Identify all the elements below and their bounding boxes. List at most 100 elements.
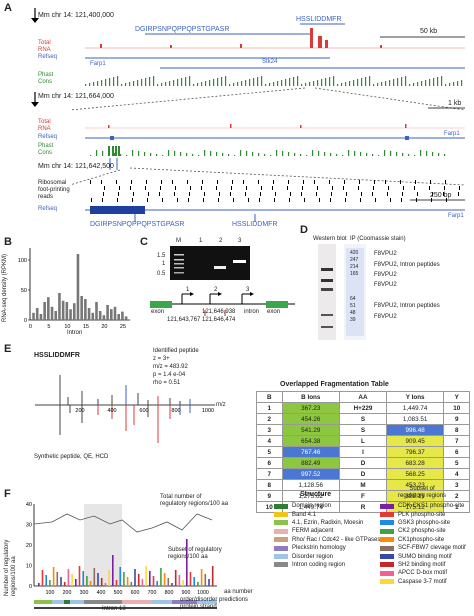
phast-track-2 [90,146,446,156]
frag-table-cell: 6 [256,457,283,469]
legend-swatch [274,528,288,534]
frag-table-row: 3 541.29 S 996.48 8 [256,424,470,436]
frag-table-row: 7 997.52 D 568.25 4 [256,468,470,480]
subset-bar [193,577,195,586]
legend-item: Caspase 3-7 motif [380,578,466,586]
subset-bar [163,573,166,586]
subset-bar [45,575,47,586]
f-xtick: 500 [114,590,123,596]
gene-farp1-3: Farp1 [448,213,464,219]
panel-f-label: F [4,488,11,500]
legend-label: Rho/ Rac / Cdc42 - like GTPases [292,536,381,543]
western-blot-gels [318,244,366,340]
frag-table-cell: 1,083.51 [385,413,445,425]
subset-bar [130,582,133,586]
subset-bar [75,579,77,586]
legend-item: APCC D-box motif [380,569,466,577]
subset-bar [82,571,84,586]
legend-item: Domain region [274,502,380,510]
subset-bar [178,575,181,586]
strand-segment [64,600,70,604]
bar [65,302,69,320]
legend-item: Pleckstrin homology [274,544,380,552]
ribosome-reads-track [90,180,460,202]
lane-m: M [176,238,181,244]
subset-bar [71,574,73,586]
bar [32,312,35,320]
pos-label-1: 121,643,767 [167,317,201,323]
subset-bar [204,574,207,586]
frag-table-cell: 4 [443,468,470,480]
structure-legend: Domain region Band 4.1 4.1, Ezrin, Radixin… [274,502,380,569]
frag-table-cell: 1 [256,402,283,414]
legend-swatch [274,520,288,526]
xtick-label: 25 [120,324,126,330]
legend-swatch [380,579,394,585]
track-phast-1: Phast Cons [38,72,54,85]
subset-bar [141,579,144,586]
legend-item: Band 4.1 [274,510,380,518]
lane-1: 1 [199,238,203,244]
scale-label-1: 50 kb [420,28,438,35]
frag-table-cell: 3 [443,479,470,491]
subset-bar [134,569,136,586]
legend-label: FERM adjacent [292,528,334,535]
ytick-label: 100 [18,258,27,264]
bar [98,311,102,320]
xtick-label: 15 [83,324,89,330]
bar [124,316,128,320]
order-label: order/disorder predictions [180,597,249,603]
legend-item: 4.1, Ezrin, Radixin, Moesin [274,519,380,527]
subset-bar [67,569,70,586]
bar [117,314,120,320]
subset-bar [182,580,184,586]
scale-label-2: 1 kb [448,100,462,107]
frag-table-cell: D [339,468,387,480]
legend-label: 4.1, Ezrin, Radixin, Moesin [292,519,364,526]
subset-bar [156,581,158,586]
frag-table-row: 4 654.38 L 909.45 7 [256,435,470,447]
subset-bar [145,566,147,586]
f-ytick: 10 [26,564,32,570]
frag-table-cell: 453.23 [385,479,445,491]
bar [102,315,106,320]
subset-bar [200,569,203,586]
spectrum-stats: Identified peptide z = 3+ m/z = 483.92 p… [153,348,199,386]
strand-segment [122,600,152,604]
legend-swatch [380,545,394,551]
legend-item: CDK-CKS1 phospho-site [380,502,466,510]
subset-bar [211,566,214,586]
legend-item: FERM adjacent [274,527,380,535]
pos-label-3: 121,646,474 [202,317,236,323]
frag-table-cell: 2 [256,413,283,425]
rna-track-1 [85,28,465,49]
ip-title: IP (Coomassie stain) [350,236,406,242]
aa-number-label: aa number [224,589,253,595]
gene-stk24: Stk24 [262,59,278,65]
frag-table-cell: 2 [443,490,470,502]
frag-table-cell: I [339,446,387,458]
legend-swatch [380,570,394,576]
f-xtick: 800 [165,590,174,596]
f-xtick: 100 [46,590,55,596]
bar [84,299,87,320]
rnaseq-bar-chart: 0 50 100 0 5 10 15 20 25 [18,248,130,330]
legend-label: Pleckstrin homology [292,545,346,552]
frag-table-cell: S [339,424,387,436]
legend-label: SUMO binding motif [398,553,452,560]
frag-table-cell: 1,128.56 [281,479,341,491]
panel-a-tracks [31,8,466,222]
primer-2: 2 [214,287,218,293]
band-label-6: F8VPU2 [374,314,397,320]
subset-bar [160,568,162,586]
legend-label: CDK-CKS1 phospho-site [398,503,465,510]
subset-bar [97,573,99,586]
band-label-3: F8VPU2 [374,272,397,278]
coord-label-1: Mm chr 14: 121,400,000 [38,12,114,19]
intron13-label: Intron 13 [102,606,126,612]
f-xtick: 400 [97,590,106,596]
wb-title: Western blot [313,236,347,242]
band-label-4: F8VPU2 [374,282,397,288]
strand-segment [52,600,64,604]
panel-b-xlabel: Intron [67,330,83,336]
